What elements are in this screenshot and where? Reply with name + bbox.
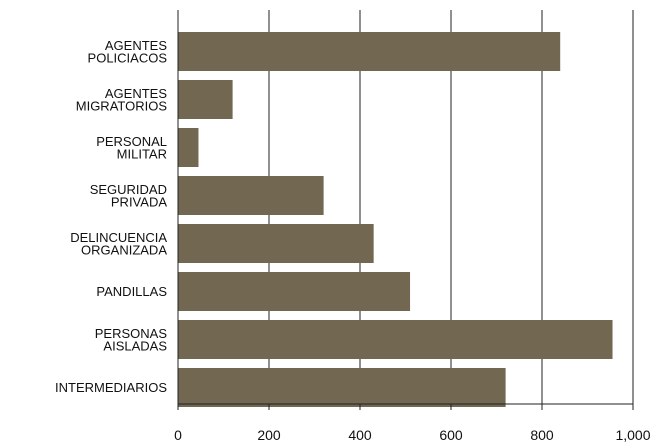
x-tick-label-0: 0 — [174, 427, 182, 443]
x-tick-label-600: 600 — [439, 427, 463, 443]
bar-4 — [178, 224, 374, 263]
category-label-7: INTERMEDIARIOS — [55, 380, 167, 395]
category-label-line: PANDILLAS — [96, 284, 167, 299]
category-labels: AGENTES POLICIACOS AGENTES MIGRATORIOS PERSO… — [55, 38, 167, 395]
x-tick-label-800: 800 — [530, 427, 554, 443]
x-tick-label-1000: 1,000 — [615, 427, 650, 443]
category-label-line: POLICIACOS — [88, 50, 168, 65]
category-label-line: PRIVADA — [111, 194, 167, 209]
category-label-1: AGENTES MIGRATORIOS — [76, 86, 168, 114]
bar-3 — [178, 176, 324, 215]
category-label-5: PANDILLAS — [96, 284, 167, 299]
category-label-4: DELINCUENCIA ORGANIZADA — [70, 230, 167, 258]
category-label-line: AISLADAS — [103, 338, 167, 353]
category-label-3: SEGURIDAD PRIVADA — [90, 182, 168, 210]
category-label-line: ORGANIZADA — [81, 242, 167, 257]
bar-1 — [178, 80, 233, 119]
bar-5 — [178, 272, 410, 311]
x-tick-label-400: 400 — [348, 427, 372, 443]
bar-2 — [178, 128, 198, 167]
category-label-line: MILITAR — [117, 146, 167, 161]
bar-6 — [178, 320, 613, 359]
x-tick-label-200: 200 — [257, 427, 281, 443]
x-tick-labels: 0 200 400 600 800 1,000 — [174, 427, 651, 443]
bar-0 — [178, 32, 560, 71]
category-label-line: INTERMEDIARIOS — [55, 380, 167, 395]
bars — [178, 32, 613, 407]
category-label-2: PERSONAL MILITAR — [96, 134, 167, 162]
category-label-line: MIGRATORIOS — [76, 98, 168, 113]
category-label-6: PERSONAS AISLADAS — [95, 326, 168, 354]
category-label-0: AGENTES POLICIACOS — [88, 38, 168, 66]
bar-7 — [178, 368, 506, 407]
